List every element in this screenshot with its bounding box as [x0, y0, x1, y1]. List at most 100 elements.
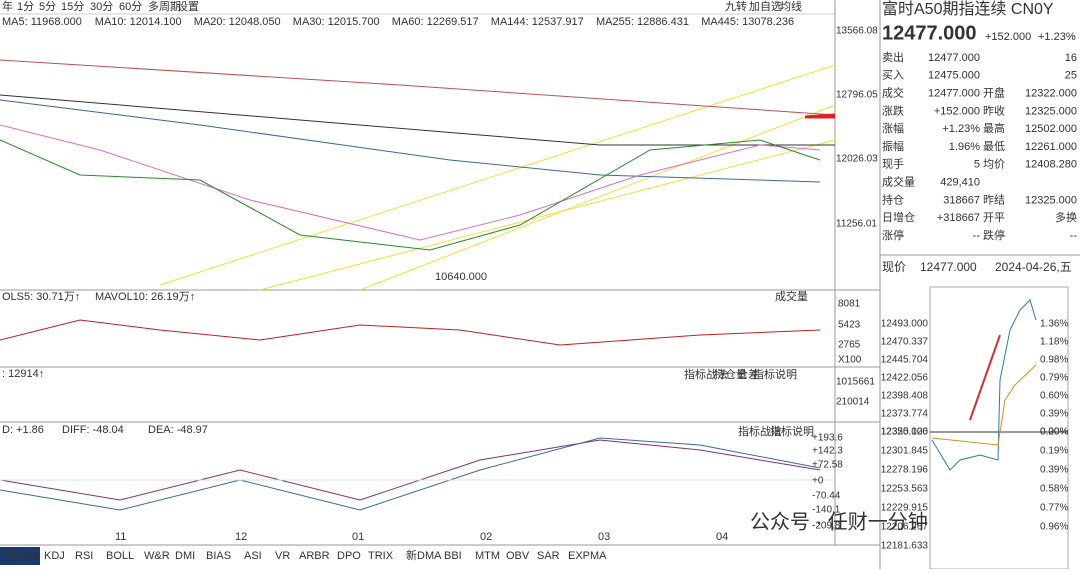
ma-legend: MA445: 13078.236 — [701, 16, 794, 28]
field-value: 多换 — [1055, 210, 1077, 224]
price-axis-label: 11256.01 — [836, 219, 877, 230]
field-label: 开盘 — [983, 86, 1005, 100]
field-label: 涨幅 — [882, 122, 904, 135]
macd-axis-label: -140.1 — [812, 505, 841, 516]
indicator-button[interactable]: 仓差 — [737, 367, 759, 381]
indicator-tab[interactable]: EXPMA — [568, 550, 607, 562]
period-tab[interactable]: 多周期 — [148, 0, 181, 13]
tool-button[interactable]: 加自选 — [749, 0, 782, 13]
field-value: 12322.000 — [1025, 88, 1077, 100]
field-value: 12408.280 — [1025, 159, 1077, 171]
price-axis-label: 12796.05 — [836, 90, 878, 101]
volume-legend: MAVOL10: 26.19万↑ — [95, 291, 195, 303]
field-value: 12325.000 — [1025, 105, 1077, 117]
indicator-axis-label: 1015661 — [836, 377, 875, 388]
x-axis-label: 01 — [352, 531, 364, 543]
low-annotation: 10640.000 — [435, 271, 487, 283]
intraday-axis-label: 12278.196 — [881, 465, 929, 476]
indicator-tab[interactable]: MACD — [6, 550, 38, 562]
x-axis-label: 12 — [235, 531, 247, 543]
period-tab[interactable]: 15分 — [61, 0, 84, 13]
current-price: 12477.000 — [920, 260, 977, 274]
indicator-tab[interactable]: TRIX — [368, 550, 394, 562]
indicator-tab[interactable]: SAR — [537, 550, 560, 562]
price-axis-label: 12026.03 — [836, 154, 878, 165]
field-value: 12325.000 — [1025, 194, 1077, 206]
indicator-tab[interactable]: ASI — [244, 550, 262, 562]
indicator-select[interactable]: 成交量 — [775, 289, 808, 303]
ma-legend: MA10: 12014.100 — [95, 16, 182, 28]
macd-axis-label: +142.3 — [812, 446, 843, 457]
indicator-tab[interactable]: 新DMA — [406, 548, 442, 562]
macd-axis-label: -209.8 — [812, 521, 841, 532]
field-label: 买入 — [882, 69, 904, 82]
indicator-button[interactable]: 指标说明 — [770, 424, 814, 438]
indicator-tab[interactable]: KDJ — [44, 550, 65, 562]
field-label: 成交量 — [882, 175, 915, 189]
field-value: 1.96% — [949, 141, 980, 153]
intraday-axis-label: 12229.915 — [881, 503, 929, 514]
field-value: 429,410 — [940, 177, 980, 189]
indicator-legend: : 12914↑ — [2, 368, 44, 380]
period-tab[interactable]: 60分 — [119, 0, 142, 13]
macd-legend: DEA: -48.97 — [148, 424, 208, 436]
period-tab[interactable]: 设置 — [177, 0, 199, 13]
intraday-axis-label: 12301.845 — [881, 446, 929, 457]
indicator-tab[interactable]: DMI — [175, 550, 195, 562]
field-label: 昨结 — [983, 193, 1005, 206]
indicator-tab[interactable]: OBV — [506, 550, 530, 562]
intraday-axis-label: 12206.267 — [881, 522, 929, 533]
field-value: +152.000 — [934, 105, 980, 117]
indicator-tab[interactable]: BIAS — [206, 550, 231, 562]
indicator-button[interactable]: 指标说明 — [753, 367, 797, 381]
macd-axis-label: +193.6 — [812, 433, 843, 444]
indicator-button[interactable]: 指标战法 — [684, 367, 728, 381]
volume-axis-label: X100 — [838, 355, 862, 366]
period-tab[interactable]: 年 — [2, 0, 13, 13]
intraday-pct-label: 1.18% — [1040, 337, 1068, 348]
field-label: 昨收 — [983, 103, 1005, 117]
indicator-tab[interactable]: VR — [275, 550, 290, 562]
field-value: 5 — [974, 159, 980, 171]
active-tab — [0, 547, 40, 565]
field-label: 最高 — [983, 121, 1005, 135]
tool-button[interactable]: 均线 — [780, 0, 802, 13]
volume-axis-label: 8081 — [838, 299, 861, 310]
indicator-tab[interactable]: W&R — [144, 550, 170, 562]
intraday-pct-label: 0.20% — [1040, 427, 1068, 438]
current-label: 现价 — [882, 260, 906, 274]
volume-axis-label: 5423 — [838, 320, 861, 331]
indicator-tab[interactable]: MTM — [475, 550, 500, 562]
intraday-pct-label: 0.60% — [1040, 391, 1068, 402]
intraday-pct-label: 0.98% — [1040, 355, 1068, 366]
intraday-axis-label: 12253.563 — [881, 484, 929, 495]
indicator-tab[interactable]: BBI — [444, 550, 462, 562]
intraday-axis-label: 12493.000 — [881, 319, 929, 330]
field-value: -- — [973, 230, 981, 242]
period-tab[interactable]: 1分 — [17, 0, 34, 13]
tool-button[interactable]: 九转 — [725, 0, 747, 13]
field-label: 最低 — [983, 140, 1005, 153]
indicator-button[interactable]: 指标战法 — [738, 424, 782, 438]
field-label: 持仓 — [882, 192, 904, 206]
x-axis-label: 03 — [598, 531, 610, 543]
intraday-pct-label: 0.96% — [1040, 522, 1068, 533]
field-value: 12502.000 — [1025, 123, 1077, 135]
intraday-axis-label: 12470.337 — [881, 337, 929, 348]
field-label: 卖出 — [882, 50, 904, 64]
field-label: 成交 — [882, 86, 904, 100]
period-tab[interactable]: 30分 — [90, 0, 113, 13]
indicator-tab[interactable]: ARBR — [299, 550, 330, 562]
field-label: 涨跌 — [882, 103, 904, 117]
intraday-axis-label: 12350.126 — [881, 427, 929, 438]
field-value: 12475.000 — [928, 70, 980, 82]
indicator-tab[interactable]: RSI — [75, 550, 93, 562]
period-tab[interactable]: 5分 — [39, 0, 56, 13]
indicator-tab[interactable]: BOLL — [106, 550, 134, 562]
indicator-button[interactable]: 持仓量 — [714, 367, 747, 381]
volume-legend: OLS5: 30.71万↑ — [2, 291, 80, 303]
quote-change: +152.000 — [985, 31, 1031, 43]
indicator-tab[interactable]: DPO — [337, 550, 361, 562]
field-value: 318667 — [943, 194, 980, 206]
